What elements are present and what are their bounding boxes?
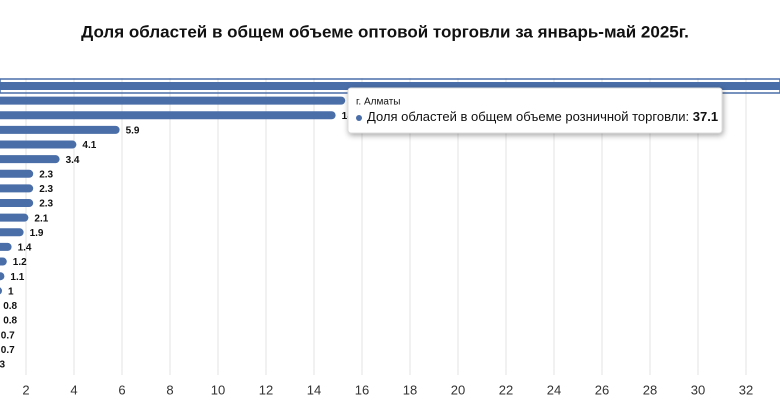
value-label: 4.1: [82, 140, 96, 151]
bar: [0, 213, 29, 222]
bar: [0, 272, 5, 281]
tooltip-value: 37.1: [693, 109, 718, 124]
value-label: 2.3: [39, 184, 53, 195]
tooltip-marker: [356, 115, 362, 121]
x-tick-label: 20: [451, 382, 465, 397]
x-tick-label: 22: [499, 382, 513, 397]
x-tick-label: 24: [547, 382, 561, 397]
bar: [0, 111, 336, 120]
x-tick-label: 10: [211, 382, 225, 397]
x-tick-label: 32: [739, 382, 753, 397]
bar: [0, 125, 120, 134]
value-label: 1.2: [13, 257, 27, 268]
value-label: 0.7: [1, 345, 15, 356]
value-label: 3.4: [66, 155, 80, 166]
tooltip-label: Доля областей в общем объеме розничной т…: [367, 109, 689, 124]
value-label: 5.9: [126, 126, 140, 137]
x-tick-label: 30: [691, 382, 705, 397]
bar: [0, 242, 12, 251]
bar: [0, 257, 7, 266]
x-tick-label: 26: [595, 382, 609, 397]
x-tick-label: 2: [22, 382, 29, 397]
tooltip: г. Алматы Доля областей в общем объеме р…: [347, 87, 723, 134]
value-label: 2.1: [34, 213, 48, 224]
chart-title: Доля областей в общем объеме оптовой тор…: [81, 22, 689, 41]
x-tick-label: 6: [118, 382, 125, 397]
x-tick-label: 18: [403, 382, 417, 397]
value-label: 0.8: [3, 301, 17, 312]
bar: [0, 96, 346, 105]
value-label: 0.3: [0, 360, 6, 371]
value-label: 1: [8, 286, 14, 297]
bar: [0, 169, 34, 178]
value-label: 2.3: [39, 199, 53, 210]
x-tick-label: 28: [643, 382, 657, 397]
bar: [0, 228, 24, 237]
bar: [0, 287, 2, 295]
x-tick-label: 4: [70, 382, 77, 397]
tooltip-category: г. Алматы: [356, 97, 400, 108]
x-tick-label: 16: [355, 382, 369, 397]
bar: [0, 155, 60, 164]
value-label: 2.3: [39, 169, 53, 180]
bar: [0, 199, 34, 208]
value-label: 1.4: [18, 243, 32, 254]
value-label: 0.7: [1, 330, 15, 341]
bar: [0, 140, 77, 149]
value-label: 0.8: [3, 316, 17, 327]
value-label: 1.9: [30, 228, 44, 239]
x-tick-label: 14: [307, 382, 321, 397]
tooltip-box: [347, 87, 723, 134]
bar: [0, 184, 34, 193]
x-tick-label: 12: [259, 382, 273, 397]
value-label: 1.1: [10, 272, 24, 283]
tooltip-text: Доля областей в общем объеме розничной т…: [367, 109, 718, 124]
x-tick-label: 8: [166, 382, 173, 397]
